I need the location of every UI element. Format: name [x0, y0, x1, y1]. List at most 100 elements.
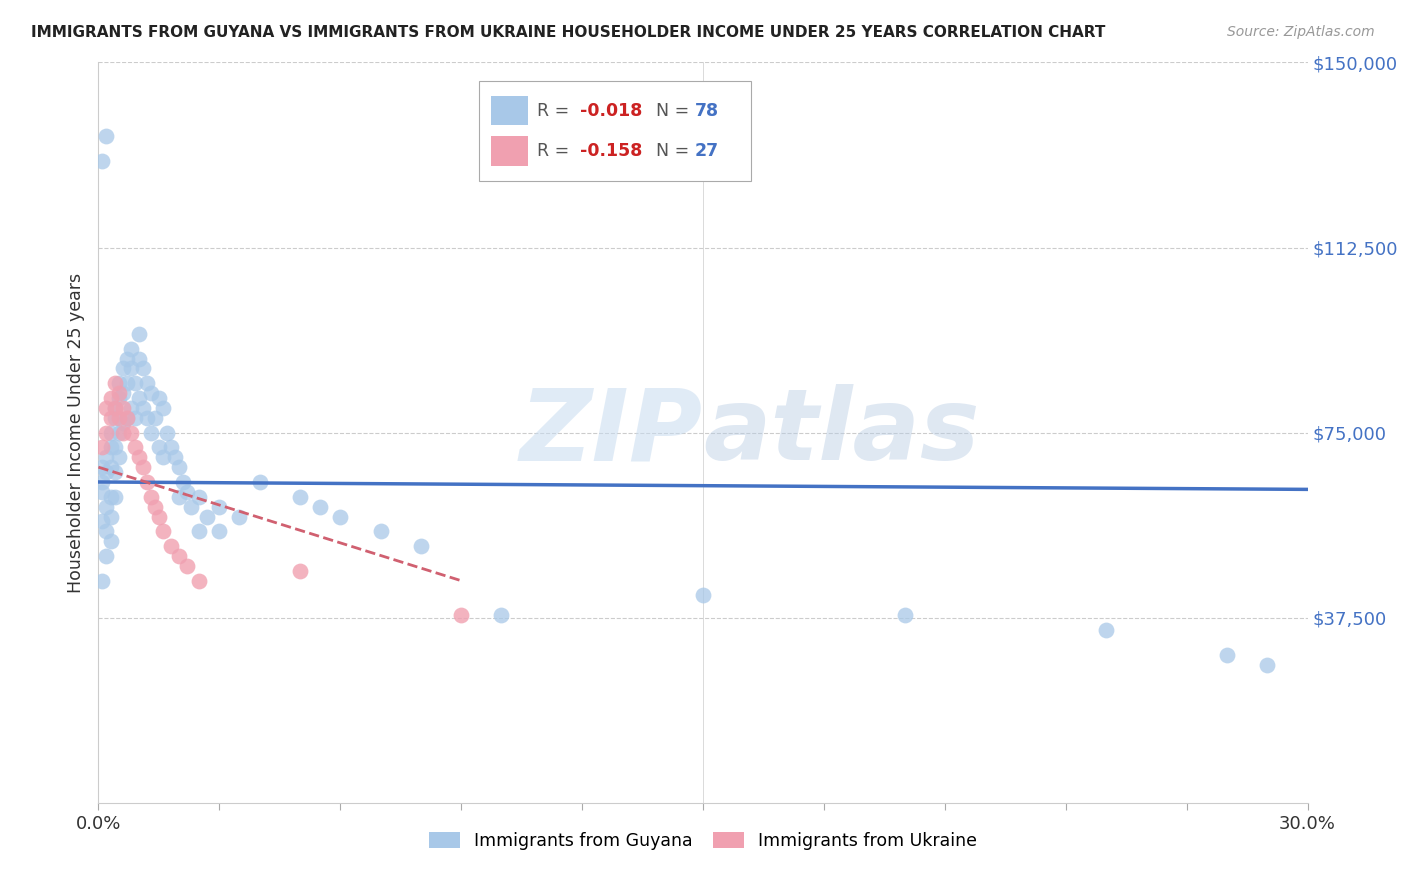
Point: [188, 490, 211, 504]
Text: R =: R =: [537, 102, 575, 120]
Point: [139, 425, 162, 440]
Point: [96, 549, 118, 563]
Point: [96, 129, 118, 144]
Point: [208, 500, 231, 514]
Point: [180, 500, 202, 514]
Point: [103, 465, 125, 479]
FancyBboxPatch shape: [492, 136, 527, 166]
Point: [91, 460, 114, 475]
Point: [163, 450, 186, 465]
Point: [100, 410, 122, 425]
Point: [107, 391, 129, 405]
Text: 27: 27: [695, 143, 718, 161]
Point: [370, 524, 392, 539]
Point: [100, 425, 122, 440]
Point: [103, 410, 125, 425]
FancyBboxPatch shape: [479, 81, 751, 181]
Point: [91, 484, 114, 499]
Point: [132, 460, 155, 475]
Point: [115, 351, 138, 366]
Point: [143, 410, 166, 425]
Point: [135, 475, 157, 489]
Point: [115, 410, 138, 425]
Point: [288, 564, 311, 578]
Point: [91, 154, 114, 169]
Point: [409, 539, 432, 553]
Point: [1216, 648, 1239, 662]
Point: [120, 361, 142, 376]
Point: [107, 376, 129, 391]
Point: [135, 376, 157, 391]
Text: ZIP: ZIP: [520, 384, 703, 481]
Point: [195, 509, 218, 524]
Point: [188, 574, 211, 588]
Point: [156, 425, 179, 440]
Point: [100, 391, 122, 405]
Point: [450, 608, 472, 623]
Text: N =: N =: [655, 102, 695, 120]
Point: [111, 416, 134, 430]
Point: [132, 361, 155, 376]
Point: [1256, 657, 1278, 672]
Point: [309, 500, 332, 514]
Point: [107, 410, 129, 425]
Point: [692, 589, 714, 603]
Point: [120, 425, 142, 440]
Point: [176, 484, 198, 499]
Text: -0.018: -0.018: [579, 102, 643, 120]
Point: [176, 558, 198, 573]
Point: [96, 401, 118, 415]
Point: [148, 509, 170, 524]
Point: [128, 391, 150, 405]
Point: [115, 376, 138, 391]
Point: [100, 490, 122, 504]
Point: [100, 441, 122, 455]
Point: [208, 524, 231, 539]
Point: [115, 410, 138, 425]
Point: [172, 475, 194, 489]
Point: [96, 500, 118, 514]
Point: [124, 376, 146, 391]
Point: [107, 425, 129, 440]
Point: [152, 401, 174, 415]
Point: [152, 524, 174, 539]
Point: [96, 450, 118, 465]
Point: [132, 401, 155, 415]
Point: [120, 342, 142, 356]
Point: [160, 441, 183, 455]
Point: [329, 509, 352, 524]
Point: [124, 410, 146, 425]
Point: [91, 515, 114, 529]
Point: [128, 326, 150, 341]
Point: [100, 534, 122, 549]
Point: [188, 524, 211, 539]
Point: [107, 450, 129, 465]
FancyBboxPatch shape: [492, 95, 527, 126]
Text: atlas: atlas: [703, 384, 980, 481]
Text: R =: R =: [537, 143, 575, 161]
Point: [139, 386, 162, 401]
Point: [160, 539, 183, 553]
Point: [228, 509, 250, 524]
Point: [139, 490, 162, 504]
Point: [111, 361, 134, 376]
Text: N =: N =: [655, 143, 695, 161]
Y-axis label: Householder Income Under 25 years: Householder Income Under 25 years: [66, 273, 84, 592]
Point: [893, 608, 915, 623]
Point: [107, 386, 129, 401]
Point: [103, 401, 125, 415]
Point: [111, 386, 134, 401]
Point: [103, 376, 125, 391]
Point: [100, 509, 122, 524]
Point: [1095, 623, 1118, 637]
Point: [103, 441, 125, 455]
Point: [288, 490, 311, 504]
Point: [111, 401, 134, 415]
Point: [91, 475, 114, 489]
Point: [249, 475, 271, 489]
Point: [128, 450, 150, 465]
Point: [128, 351, 150, 366]
Text: IMMIGRANTS FROM GUYANA VS IMMIGRANTS FROM UKRAINE HOUSEHOLDER INCOME UNDER 25 YE: IMMIGRANTS FROM GUYANA VS IMMIGRANTS FRO…: [31, 25, 1105, 40]
Point: [143, 500, 166, 514]
Point: [111, 425, 134, 440]
